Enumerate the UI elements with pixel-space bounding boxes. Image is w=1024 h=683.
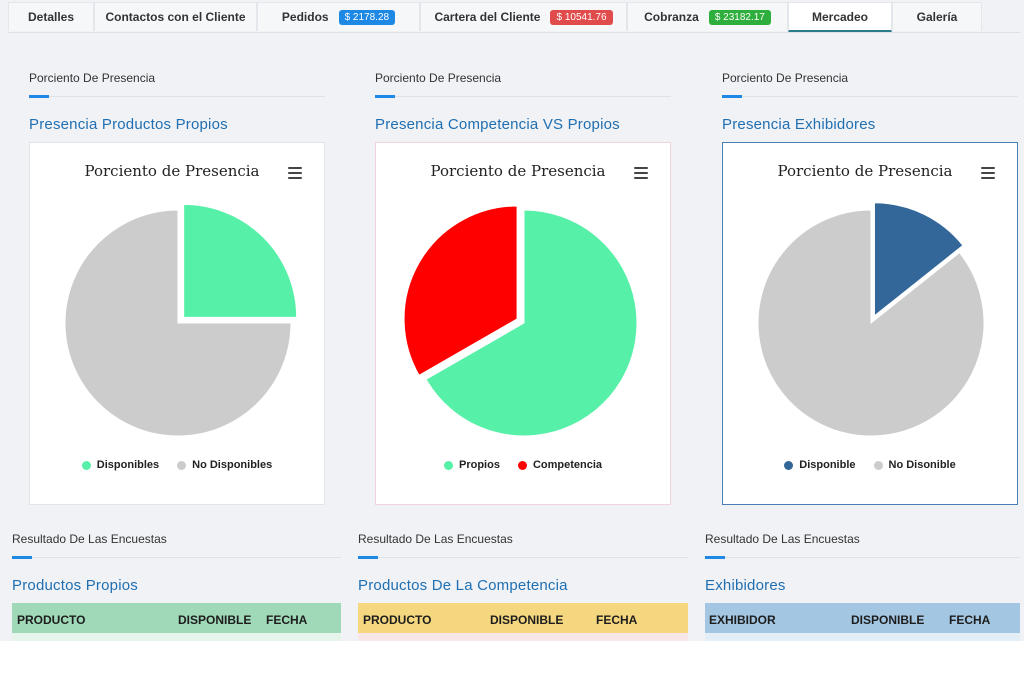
tab-pedidos[interactable]: Pedidos $ 2178.28: [257, 2, 420, 31]
chart-title: Porciento de Presencia: [430, 162, 606, 180]
column-header-disponible[interactable]: DISPONIBLE: [851, 613, 925, 627]
legend-item[interactable]: No Disponibles: [177, 459, 272, 471]
table-subtitle: Exhibidores: [705, 577, 786, 594]
cartera-badge: $ 10541.76: [550, 9, 613, 25]
chart-subtitle: Presencia Competencia VS Propios: [375, 116, 620, 133]
pie-slice-competencia[interactable]: [403, 205, 518, 376]
menu-icon[interactable]: [981, 167, 995, 179]
pie-slice-no-disponibles[interactable]: [64, 209, 292, 437]
pie-chart: [403, 205, 638, 437]
table-row: [358, 633, 688, 641]
pie-slice-disponible[interactable]: [873, 202, 964, 317]
menu-icon[interactable]: [288, 167, 302, 179]
section-title: Porciento De Presencia: [722, 71, 849, 85]
legend-item[interactable]: No Disonible: [873, 459, 956, 471]
column-header-fecha[interactable]: FECHA: [596, 613, 638, 627]
column-header-disponible[interactable]: DISPONIBLE: [490, 613, 564, 627]
tab-cobranza[interactable]: Cobranza $ 23182.17: [627, 2, 788, 31]
legend-label: Propios: [458, 459, 500, 471]
legend-dot: [873, 460, 883, 470]
tab-galeria[interactable]: Galería: [892, 2, 982, 31]
legend-item[interactable]: Propios: [443, 459, 500, 471]
chart-card: Porciento de Presencia Disponibles No Di…: [29, 142, 325, 505]
tab-bar: Detalles Contactos con el Cliente Pedido…: [8, 2, 1020, 33]
legend-dot: [517, 460, 527, 470]
chart-legend: Disponibles No Disponibles: [30, 459, 324, 471]
table-row: [12, 633, 341, 641]
column-header-producto[interactable]: PRODUCTO: [363, 613, 432, 627]
section-title: Porciento De Presencia: [375, 71, 502, 85]
section-accent: [29, 95, 49, 98]
column-header-exhibidor[interactable]: EXHIBIDOR: [709, 613, 776, 627]
chart-title: Porciento de Presencia: [84, 162, 260, 180]
column-header-disponible[interactable]: DISPONIBLE: [178, 613, 252, 627]
section-divider: [722, 96, 1018, 97]
column-header-producto[interactable]: PRODUCTO: [17, 613, 86, 627]
app-window: Detalles Contactos con el Cliente Pedido…: [0, 0, 1024, 641]
column-header-fecha[interactable]: FECHA: [266, 613, 308, 627]
table-subtitle: Productos De La Competencia: [358, 577, 568, 594]
tab-detalles[interactable]: Detalles: [8, 2, 94, 31]
legend-dot: [443, 460, 453, 470]
tab-label: Galería: [916, 10, 958, 24]
pedidos-badge: $ 2178.28: [338, 9, 396, 25]
table-subtitle: Productos Propios: [12, 577, 138, 594]
tab-label: Detalles: [27, 10, 75, 24]
legend-dot: [81, 460, 91, 470]
tab-label: Cobranza: [644, 10, 699, 24]
section-divider: [29, 96, 325, 97]
section-divider: [358, 557, 688, 558]
section-title: Resultado De Las Encuestas: [12, 532, 167, 546]
legend-label: Competencia: [532, 459, 603, 471]
section-accent: [12, 556, 32, 559]
pie-chart: [64, 203, 298, 437]
pie-slice-disponibles[interactable]: [183, 203, 298, 318]
chart-legend: Propios Competencia: [376, 459, 670, 471]
section-divider: [12, 557, 341, 558]
tab-label: Mercadeo: [811, 9, 869, 24]
section-divider: [705, 557, 1020, 558]
table-row: [705, 633, 1020, 641]
chart-subtitle: Presencia Exhibidores: [722, 116, 876, 133]
chart-title: Porciento de Presencia: [777, 162, 953, 180]
legend-item[interactable]: Disponibles: [81, 459, 160, 471]
section-title: Resultado De Las Encuestas: [358, 532, 513, 546]
section-accent: [722, 95, 742, 98]
legend-item[interactable]: Disponible: [784, 459, 856, 471]
tab-label: Pedidos: [281, 10, 329, 24]
tab-cartera[interactable]: Cartera del Cliente $ 10541.76: [420, 2, 627, 31]
pie-slice-propios[interactable]: [425, 209, 638, 437]
table-header: PRODUCTO DISPONIBLE FECHA: [12, 603, 341, 633]
table-header: PRODUCTO DISPONIBLE FECHA: [358, 603, 688, 633]
legend-label: Disponible: [799, 459, 856, 471]
tab-label: Cartera del Cliente: [434, 10, 541, 24]
section-title: Porciento De Presencia: [29, 71, 156, 85]
menu-icon[interactable]: [634, 167, 648, 179]
section-accent: [375, 95, 395, 98]
pie-slice-no-disonible[interactable]: [757, 209, 985, 437]
legend-dot: [784, 460, 794, 470]
table-header: EXHIBIDOR DISPONIBLE FECHA: [705, 603, 1020, 633]
legend-label: No Disonible: [888, 459, 956, 471]
tab-mercadeo[interactable]: Mercadeo: [788, 2, 892, 32]
section-accent: [705, 556, 725, 559]
legend-item[interactable]: Competencia: [517, 459, 603, 471]
chart-card: Porciento de Presencia Propios Competenc…: [375, 142, 671, 505]
chart-subtitle: Presencia Productos Propios: [29, 116, 228, 133]
chart-legend: Disponible No Disonible: [723, 459, 1017, 471]
pie-chart: [757, 202, 985, 437]
chart-card: Porciento de Presencia Disponible No Dis…: [722, 142, 1018, 505]
legend-dot: [177, 460, 187, 470]
section-accent: [358, 556, 378, 559]
section-title: Resultado De Las Encuestas: [705, 532, 860, 546]
section-divider: [375, 96, 671, 97]
tab-contactos[interactable]: Contactos con el Cliente: [94, 2, 257, 31]
legend-label: Disponibles: [96, 459, 160, 471]
column-header-fecha[interactable]: FECHA: [949, 613, 991, 627]
legend-label: No Disponibles: [192, 459, 273, 471]
cobranza-badge: $ 23182.17: [708, 9, 771, 25]
tab-label: Contactos con el Cliente: [105, 10, 246, 24]
